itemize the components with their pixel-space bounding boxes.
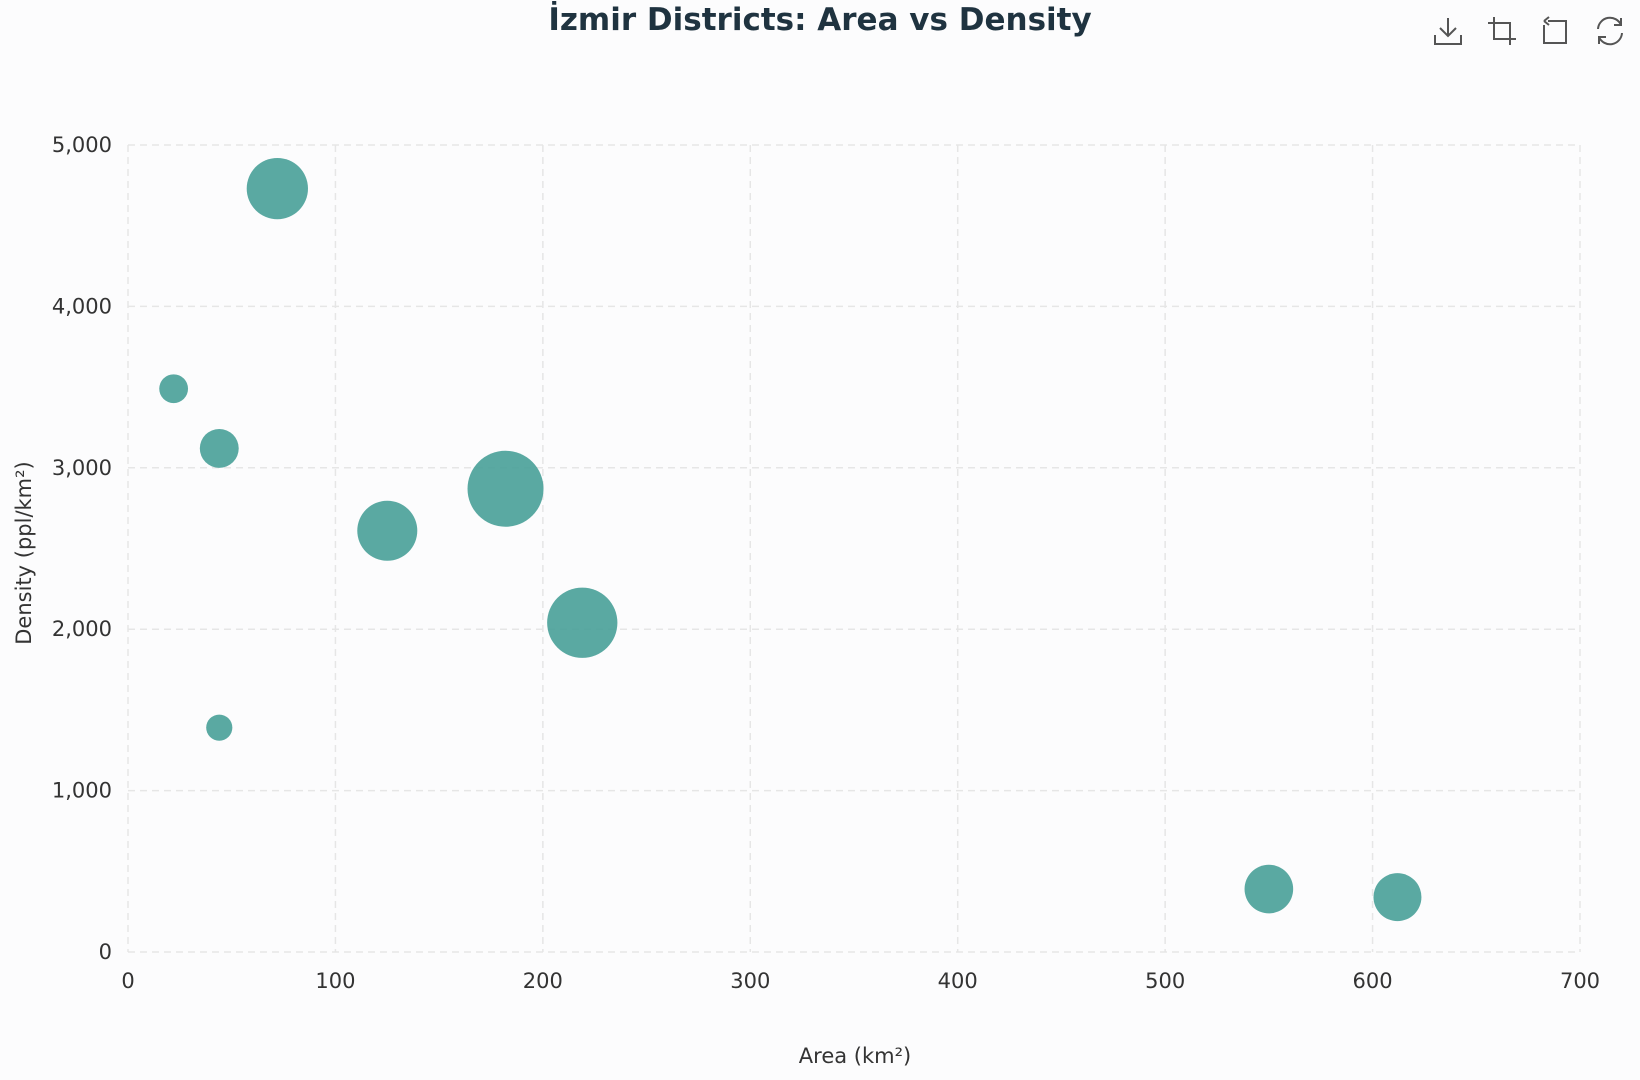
bubble-point[interactable]: [246, 157, 308, 220]
x-tick-label: 0: [121, 969, 134, 993]
y-tick-label: 4,000: [52, 294, 112, 318]
y-axis-title: Density (ppl/km²): [12, 461, 36, 645]
x-tick-label: 500: [1145, 969, 1185, 993]
bubble-point[interactable]: [467, 450, 544, 527]
y-tick-label: 3,000: [52, 456, 112, 480]
y-tick-label: 1,000: [52, 779, 112, 803]
bubble-point[interactable]: [547, 587, 618, 658]
x-tick-label: 600: [1353, 969, 1393, 993]
x-axis-title: Area (km²): [799, 1044, 911, 1068]
x-tick-label: 700: [1560, 969, 1600, 993]
restore-icon[interactable]: [1590, 10, 1630, 52]
x-tick-label: 400: [938, 969, 978, 993]
x-tick-label: 300: [730, 969, 770, 993]
bubble-point[interactable]: [159, 374, 189, 404]
download-icon[interactable]: [1428, 10, 1468, 52]
chart-toolbox: [1428, 10, 1630, 52]
x-axis-ticks: 0 100 200 300 400 500 600 700: [121, 969, 1600, 993]
y-tick-label: 5,000: [52, 133, 112, 157]
bubble-point[interactable]: [199, 428, 239, 468]
zoom-back-icon[interactable]: [1536, 10, 1576, 52]
bubble-point[interactable]: [206, 714, 233, 741]
data-points: [159, 157, 1422, 922]
chart-title: İzmir Districts: Area vs Density: [548, 2, 1092, 38]
grid-lines: [127, 144, 1581, 953]
bubble-point[interactable]: [1244, 864, 1294, 914]
y-tick-label: 2,000: [52, 617, 112, 641]
y-tick-label: 0: [99, 940, 112, 964]
y-axis-ticks: 0 1,000 2,000 3,000 4,000 5,000: [52, 133, 112, 964]
bubble-point[interactable]: [357, 500, 418, 561]
data-zoom-icon[interactable]: [1482, 10, 1522, 52]
x-tick-label: 200: [523, 969, 563, 993]
x-tick-label: 100: [315, 969, 355, 993]
bubble-point[interactable]: [1373, 873, 1422, 922]
